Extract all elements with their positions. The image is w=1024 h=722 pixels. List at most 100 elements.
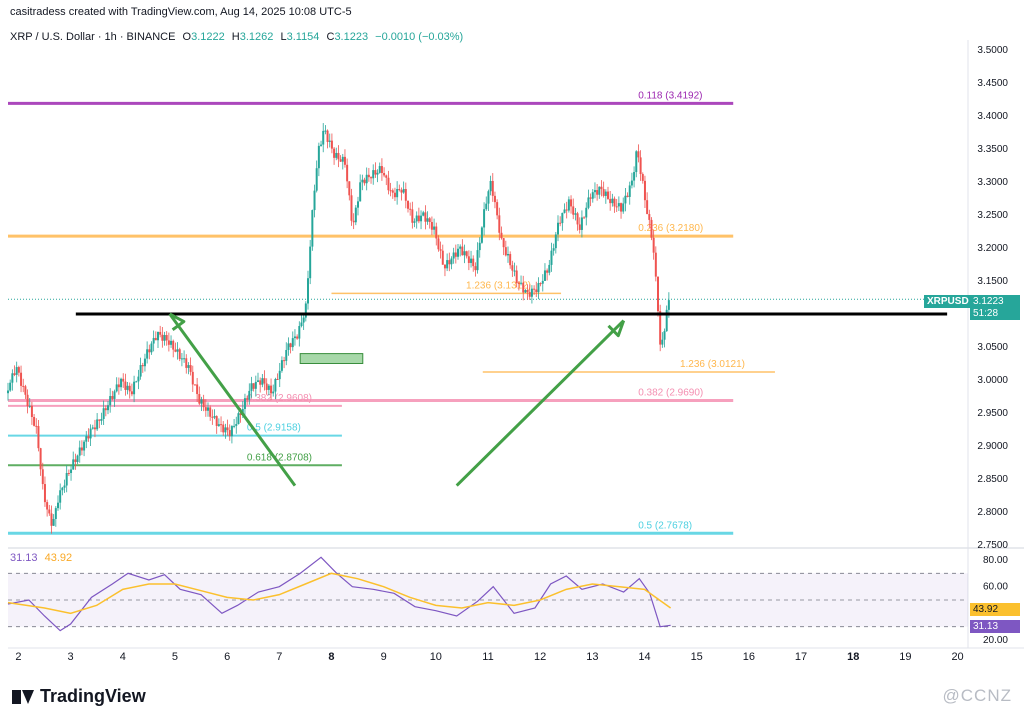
candle-body (150, 343, 153, 353)
fib-level-label: 0.382 (2.9690) (638, 387, 703, 398)
price-axis-tick: 3.1500 (977, 276, 1008, 287)
time-axis-tick: 12 (534, 651, 546, 663)
price-axis-tick: 2.8000 (977, 507, 1008, 518)
trend-arrow[interactable] (455, 319, 625, 487)
candle-body (500, 232, 503, 239)
candle-body (98, 419, 101, 421)
candle-body (657, 276, 659, 312)
rsi-axis-tick: 60.00 (983, 582, 1008, 593)
price-tag-value: 3.1223 (970, 295, 1020, 308)
candle-body (630, 180, 633, 186)
candle-body (411, 209, 414, 223)
candle-body (254, 381, 257, 389)
candle-body (217, 424, 220, 426)
demand-zone[interactable] (299, 353, 364, 365)
candle-body (367, 174, 370, 178)
candle-body (557, 222, 559, 235)
candle-body (278, 370, 281, 380)
candle-body (520, 282, 523, 284)
candle-body (511, 265, 514, 271)
candle-body (567, 199, 570, 211)
candle-body (61, 487, 64, 491)
candle-body (124, 381, 127, 390)
price-axis-tick: 2.8500 (977, 474, 1008, 485)
candle-body (328, 140, 331, 142)
candle-body (372, 170, 375, 179)
candle-body (15, 367, 18, 375)
candle-body (650, 219, 653, 238)
candle-body (209, 407, 212, 417)
candle-body (222, 424, 225, 433)
candle-body (628, 185, 631, 197)
candle-body (43, 484, 46, 503)
candle-body (65, 473, 68, 486)
candle-body (298, 326, 301, 339)
candle-body (343, 156, 346, 165)
price-axis-tick: 3.5000 (977, 45, 1008, 56)
candle-body (141, 365, 144, 367)
candle-body (454, 252, 457, 257)
candle-body (48, 509, 51, 514)
candle-body (315, 168, 318, 191)
time-axis-tick: 4 (120, 651, 126, 663)
rsi-axis-tick: 20.00 (983, 635, 1008, 646)
candle-body (104, 408, 107, 411)
candle-body (35, 425, 38, 427)
candle-body (639, 157, 642, 175)
candle-body (211, 416, 214, 418)
candle-body (526, 290, 529, 293)
time-axis-tick: 17 (795, 651, 807, 663)
candle-body (543, 270, 546, 281)
candle-body (200, 399, 203, 404)
candle-body (467, 256, 470, 263)
candle-body (259, 380, 262, 385)
candle-body (107, 405, 109, 411)
candle-body (424, 212, 427, 222)
candle-body (296, 336, 299, 339)
candle-body (207, 407, 209, 411)
time-axis-tick: 9 (381, 651, 387, 663)
candle-body (337, 152, 340, 160)
candle-body (85, 436, 88, 442)
candle-body (428, 218, 431, 223)
candle-body (417, 215, 420, 222)
price-chart[interactable]: 3.5000 3.4500 3.4000 3.3500 3.3000 3.2500 3.20… (0, 0, 1024, 680)
candle-body (580, 217, 583, 230)
candle-body (613, 198, 616, 207)
candle-body (33, 416, 36, 426)
candle-body (541, 280, 544, 284)
candle-body (170, 340, 173, 345)
candle-body (267, 385, 270, 390)
fib-level-label: 0.5 (2.7678) (638, 520, 692, 531)
candle-body (9, 382, 12, 391)
candle-body (317, 145, 320, 169)
time-axis-tick: 19 (899, 651, 911, 663)
price-tag-countdown: 51:28 (970, 307, 1020, 320)
candle-body (383, 173, 386, 176)
fib-level-label: 0.118 (3.4192) (638, 90, 702, 101)
candle-body (54, 508, 57, 519)
candle-body (111, 396, 114, 399)
trend-arrow[interactable] (168, 313, 297, 487)
trend-arrow-head (607, 320, 626, 338)
candle-body (587, 197, 590, 208)
candle-body (493, 195, 496, 203)
candle-body (435, 226, 438, 239)
candle-body (163, 335, 166, 341)
candle-body (172, 340, 175, 350)
candle-body (204, 407, 207, 411)
candle-body (563, 209, 566, 213)
tradingview-logo-icon (12, 689, 34, 704)
rsi-tag: 31.13 (970, 620, 1020, 633)
candle-body (441, 250, 444, 265)
candle-body (496, 202, 499, 216)
ohlc-change: −0.0010 (−0.03%) (375, 31, 464, 43)
candle-body (330, 140, 333, 149)
candle-body (391, 190, 394, 193)
trend-arrow-head (169, 312, 186, 331)
candle-body (485, 203, 488, 210)
candle-body (230, 426, 233, 437)
candle-body (189, 365, 192, 372)
candle-body (213, 416, 216, 418)
candle-body (289, 343, 292, 348)
